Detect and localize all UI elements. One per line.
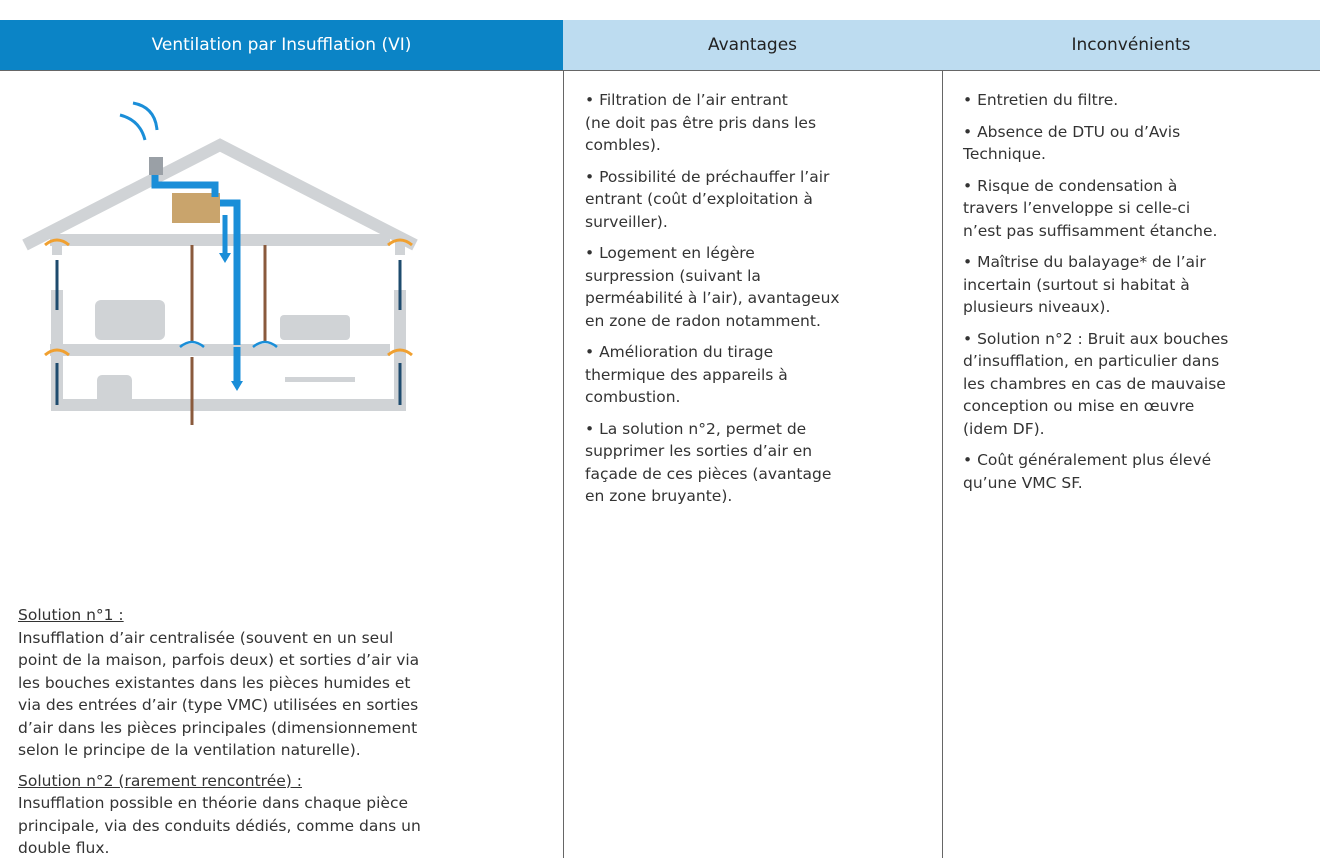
- text-line: perméabilité à l’air), avantageux: [585, 289, 840, 307]
- text-line: façade de ces pièces (avantage: [585, 464, 832, 483]
- text-line: Insufflation d’air centralisée (souvent …: [18, 628, 394, 647]
- list-item: • Entretien du filtre.: [963, 89, 1318, 112]
- text-line: • Risque de condensation à: [963, 176, 1178, 195]
- text-line: • Amélioration du tirage: [585, 343, 774, 361]
- text-line: (ne doit pas être pris dans les: [585, 113, 817, 132]
- text-line: surveiller).: [585, 212, 668, 231]
- text-line: entrant (coût d’exploitation à: [585, 190, 813, 208]
- list-item: • Filtration de l’air entrant (ne doit pa…: [585, 89, 935, 157]
- list-item: • Logement en légère surpression (suivant…: [585, 242, 935, 332]
- text-line: (idem DF).: [963, 419, 1045, 438]
- text-line: • Logement en légère: [585, 244, 755, 262]
- text-line: • Entretien du filtre.: [963, 91, 1119, 109]
- text-line: via des entrées d’air (type VMC) utilisé…: [18, 696, 419, 714]
- advantages: • Filtration de l’air entrant (ne doit pa…: [585, 89, 935, 517]
- text-line: d’air dans les pièces principales (dimen…: [18, 718, 418, 737]
- column-border: [563, 70, 564, 858]
- text-line: • Solution n°2 : Bruit aux bouches: [963, 329, 1229, 348]
- list-item: • La solution n°2, permet de supprimer le…: [585, 418, 935, 508]
- text-line: principale, via des conduits dédiés, com…: [18, 816, 421, 835]
- text-line: double flux.: [18, 839, 110, 857]
- list-item: • Absence de DTU ou d’Avis Technique.: [963, 121, 1318, 166]
- text-line: combustion.: [585, 388, 681, 406]
- row-border: [0, 70, 1320, 71]
- text-line: d’insufflation, en particulier dans: [963, 352, 1220, 370]
- text-line: Insufflation possible en théorie dans ch…: [18, 794, 409, 812]
- solution: Solution n°2 (rarement rencontrée) : Insu…: [18, 770, 558, 860]
- text-line: • Coût généralement plus élevé: [963, 451, 1212, 469]
- header-cell: Ventilation par Insufflation (VI): [0, 20, 563, 70]
- text-line: selon le principe de la ventilation natu…: [18, 741, 361, 759]
- solution: Solution n°1 : Insufflation d’air central…: [18, 604, 558, 762]
- text-line: conception ou mise en œuvre: [963, 397, 1195, 415]
- text-line: point de la maison, parfois deux) et sor…: [18, 651, 420, 669]
- text-line: en zone de radon notamment.: [585, 311, 821, 330]
- solution-title: Solution n°1 :: [18, 606, 124, 624]
- text-line: • Filtration de l’air entrant: [585, 91, 788, 109]
- solutions: Solution n°1 : Insufflation d’air central…: [18, 604, 558, 868]
- text-line: supprimer les sorties d’air en: [585, 442, 813, 460]
- text-line: combles).: [585, 136, 661, 154]
- solution-title: Solution n°2 (rarement rencontrée) :: [18, 771, 302, 790]
- text-line: Technique.: [963, 145, 1046, 163]
- text-line: les bouches existantes dans les pièces h…: [18, 673, 411, 692]
- text-line: • Maîtrise du balayage* de l’air: [963, 253, 1206, 271]
- text-line: qu’une VMC SF.: [963, 473, 1083, 492]
- drawbacks: • Entretien du filtre. • Absence de DTU o…: [963, 89, 1318, 503]
- text-line: travers l’enveloppe si celle-ci: [963, 199, 1191, 217]
- list-item: • Possibilité de préchauffer l’air entran…: [585, 166, 935, 234]
- header-cell: Avantages: [563, 20, 942, 70]
- text-line: les chambres en cas de mauvaise: [963, 374, 1226, 393]
- list-item: • Amélioration du tirage thermique des ap…: [585, 341, 935, 409]
- list-item: • Maîtrise du balayage* de l’air incertai…: [963, 251, 1318, 319]
- house-illustration: [22, 101, 418, 425]
- text-line: surpression (suivant la: [585, 266, 761, 285]
- text-line: • Possibilité de préchauffer l’air: [585, 167, 830, 186]
- text-line: en zone bruyante).: [585, 487, 733, 505]
- text-line: plusieurs niveaux).: [963, 298, 1111, 316]
- list-item: • Coût généralement plus élevé qu’une VMC…: [963, 449, 1318, 494]
- header-cell: Inconvénients: [942, 20, 1320, 70]
- text-line: n’est pas suffisamment étanche.: [963, 221, 1218, 240]
- column-border: [942, 70, 943, 858]
- list-item: • Risque de condensation à travers l’enve…: [963, 175, 1318, 243]
- text-line: • Absence de DTU ou d’Avis: [963, 122, 1181, 141]
- text-line: • La solution n°2, permet de: [585, 419, 807, 438]
- text-line: incertain (surtout si habitat à: [963, 275, 1190, 294]
- text-line: thermique des appareils à: [585, 365, 788, 384]
- list-item: • Solution n°2 : Bruit aux bouches d’insu…: [963, 328, 1318, 441]
